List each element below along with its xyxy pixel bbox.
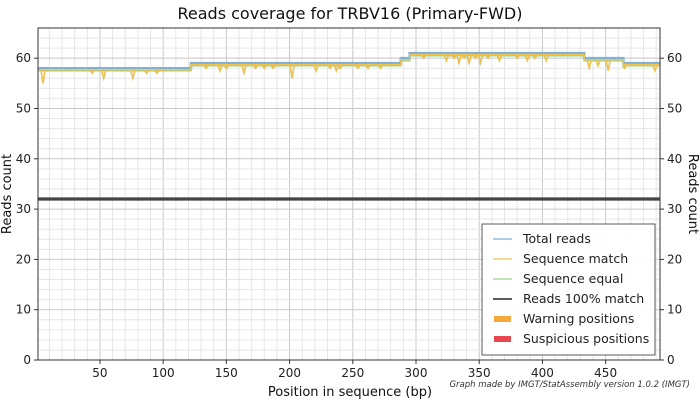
x-tick-label: 200 xyxy=(278,366,301,380)
legend-label: Sequence match xyxy=(523,251,628,266)
series-dip xyxy=(130,69,136,79)
x-tick-label: 450 xyxy=(594,366,617,380)
series-dip xyxy=(586,59,592,69)
series-dip xyxy=(543,54,549,64)
series-dip xyxy=(217,64,223,74)
x-tick-label: 400 xyxy=(531,366,554,380)
y-tick-label: 50 xyxy=(16,101,31,115)
legend: Total reads Sequence match Sequence equal R… xyxy=(481,223,656,356)
series-dip xyxy=(524,54,530,64)
x-tick-label: 150 xyxy=(215,366,238,380)
y-tick-label-right: 20 xyxy=(667,252,682,266)
y-axis-title: Reads count xyxy=(0,154,15,234)
series-dip xyxy=(605,59,611,71)
series-dip xyxy=(420,54,427,60)
x-axis-title: Position in sequence (bp) xyxy=(268,385,432,400)
x-tick-label: 300 xyxy=(405,366,428,380)
series-line xyxy=(38,53,660,71)
series-dip xyxy=(595,59,601,69)
series-dip xyxy=(496,54,503,64)
series-dip xyxy=(456,54,462,64)
y-tick-label: 0 xyxy=(23,353,31,367)
y-tick-label: 40 xyxy=(16,152,31,166)
y-tick-label-right: 0 xyxy=(667,353,675,367)
x-tick-label: 50 xyxy=(92,366,107,380)
series-dip xyxy=(89,69,96,75)
y-tick-label: 20 xyxy=(16,252,31,266)
plot-frame xyxy=(37,27,661,361)
series-dip xyxy=(154,69,160,75)
x-tick-label: 100 xyxy=(152,366,175,380)
series-dip xyxy=(514,54,520,60)
legend-swatch xyxy=(494,336,511,342)
y-tick-label-right: 30 xyxy=(667,202,682,216)
series-dip xyxy=(365,64,371,70)
credit-text: Graph made by IMGT/StatAssembly version … xyxy=(449,380,690,390)
y-tick-label: 60 xyxy=(16,51,31,65)
legend-label: Total reads xyxy=(522,231,591,246)
y-axis-ticks: 0 0 10 10 20 20 30 30 40 40 50 50 60 60 xyxy=(16,51,683,367)
series-dip xyxy=(377,64,384,70)
series-dip xyxy=(313,64,319,74)
y-tick-label-right: 50 xyxy=(667,101,682,115)
legend-label: Sequence equal xyxy=(523,271,623,286)
y-tick-label: 30 xyxy=(16,202,31,216)
series-dip xyxy=(241,64,247,74)
series-dip xyxy=(652,64,658,74)
y-tick-label-right: 10 xyxy=(667,303,682,317)
series-dip xyxy=(100,69,107,79)
series-dip xyxy=(40,69,46,84)
series-dip xyxy=(203,64,209,70)
series-dip xyxy=(333,64,340,74)
y-tick-label: 10 xyxy=(16,303,31,317)
series-dip xyxy=(252,64,259,70)
series-dip xyxy=(289,64,295,79)
y-tick-label-right: 40 xyxy=(667,152,682,166)
series-layer xyxy=(38,51,660,201)
series-dip xyxy=(461,54,467,60)
series-dip xyxy=(472,54,479,60)
series-dip xyxy=(443,54,450,64)
series-dip xyxy=(532,54,538,60)
series-dip xyxy=(355,64,361,70)
series-dip xyxy=(451,54,457,60)
x-axis-ticks: 50 100 150 200 250 300 350 400 450 xyxy=(92,360,617,380)
x-tick-label: 250 xyxy=(341,366,364,380)
chart-title: Reads coverage for TRBV16 (Primary-FWD) xyxy=(178,4,523,23)
series-dip xyxy=(146,69,152,72)
series-dip xyxy=(485,54,491,60)
y-tick-label-right: 60 xyxy=(667,51,682,65)
legend-label: Warning positions xyxy=(523,311,634,326)
series-dip xyxy=(159,69,165,72)
x-tick-label: 350 xyxy=(468,366,491,380)
series-dip xyxy=(261,64,267,70)
series-dip xyxy=(270,64,276,70)
series-dip xyxy=(337,64,343,70)
series-dip xyxy=(466,54,472,64)
series-dip xyxy=(477,54,484,64)
series-dip xyxy=(637,64,643,67)
series-dip xyxy=(223,64,230,70)
series-dip xyxy=(621,64,628,70)
legend-label: Suspicious positions xyxy=(523,331,649,346)
series-dip xyxy=(327,64,333,70)
legend-label: Reads 100% match xyxy=(523,291,644,306)
legend-swatch xyxy=(494,316,511,322)
legend-box xyxy=(481,223,656,356)
y-axis-title-right: Reads count xyxy=(685,154,700,234)
